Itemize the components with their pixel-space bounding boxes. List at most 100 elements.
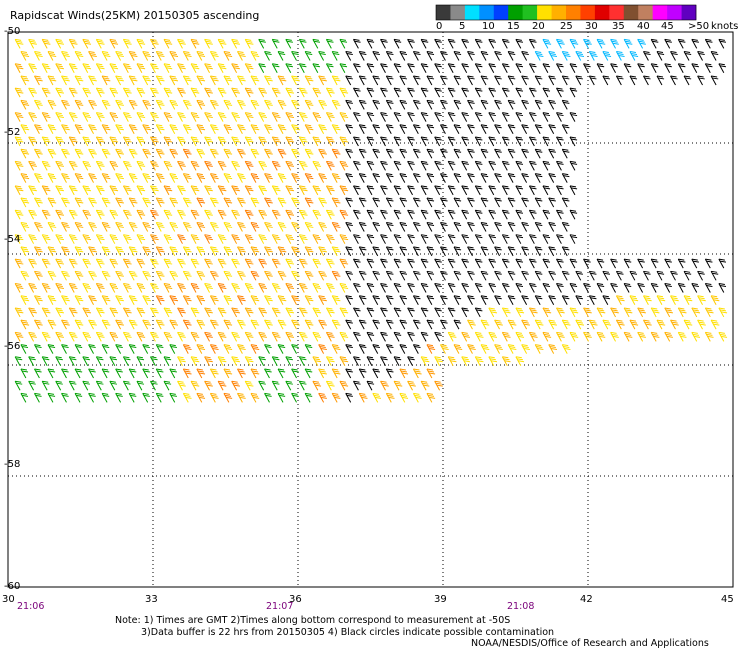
- barb-staff: [718, 39, 725, 49]
- barb-feather: [515, 87, 522, 90]
- wind-barb: [588, 270, 597, 281]
- wind-barb: [683, 270, 692, 281]
- wind-barb: [480, 75, 489, 86]
- barb-feather: [400, 175, 408, 178]
- barb-feather: [576, 77, 583, 80]
- barb-feather: [279, 175, 286, 178]
- barb-feather: [50, 79, 57, 82]
- barb-feather: [197, 175, 205, 178]
- barb-feather: [584, 65, 591, 68]
- barb-feather: [637, 38, 644, 41]
- wind-barb: [223, 197, 233, 208]
- barb-staff: [372, 51, 379, 61]
- barb-feather: [136, 63, 144, 66]
- barb-staff: [494, 222, 500, 232]
- wind-barb: [223, 319, 233, 330]
- barb-feather: [719, 40, 727, 43]
- barb-feather: [266, 79, 273, 82]
- barb-feather: [421, 185, 428, 188]
- barb-staff: [420, 87, 427, 98]
- wind-barb: [223, 51, 233, 61]
- barb-feather: [529, 38, 536, 41]
- barb-feather: [23, 250, 30, 253]
- barb-staff: [569, 136, 576, 147]
- barb-feather: [299, 63, 306, 66]
- wind-barb: [196, 270, 206, 281]
- barb-staff: [366, 112, 373, 122]
- wind-barb: [339, 185, 349, 196]
- barb-staff: [291, 51, 297, 61]
- barb-feather: [393, 63, 401, 66]
- barb-feather: [89, 175, 96, 178]
- barb-feather: [220, 262, 227, 265]
- barb-feather: [103, 223, 110, 226]
- wind-barb: [88, 51, 97, 61]
- barb-feather: [468, 150, 475, 153]
- wind-barb: [393, 185, 402, 196]
- wind-barb: [74, 319, 84, 330]
- barb-feather: [123, 87, 130, 90]
- barb-feather: [340, 89, 348, 92]
- wind-barb: [453, 124, 462, 135]
- barb-feather: [272, 234, 279, 237]
- wind-barb: [561, 246, 570, 257]
- barb-feather: [489, 162, 496, 165]
- barb-feather: [536, 77, 543, 80]
- wind-barb: [515, 258, 524, 269]
- barb-feather: [480, 99, 488, 102]
- barb-feather: [136, 258, 144, 261]
- wind-barb: [61, 295, 70, 305]
- barb-feather: [157, 223, 164, 226]
- barb-feather: [124, 187, 131, 190]
- barb-staff: [588, 75, 595, 86]
- barb-feather: [151, 187, 158, 190]
- barb-staff: [488, 63, 495, 73]
- wind-barb: [358, 270, 367, 281]
- wind-barb: [656, 51, 665, 61]
- wind-barb: [109, 63, 119, 73]
- barb-feather: [144, 128, 151, 131]
- barb-feather: [171, 55, 179, 57]
- wind-barb: [677, 38, 686, 49]
- barb-feather: [185, 177, 192, 180]
- wind-barb: [588, 51, 598, 61]
- barb-feather: [83, 114, 90, 117]
- wind-barb: [515, 209, 524, 220]
- barb-feather: [192, 65, 199, 68]
- wind-barb: [55, 136, 64, 147]
- wind-barb: [304, 124, 314, 135]
- barb-staff: [542, 258, 549, 269]
- barb-feather: [333, 223, 340, 226]
- wind-barb: [244, 160, 254, 171]
- wind-barb: [304, 246, 314, 257]
- barb-feather: [515, 63, 522, 66]
- barb-feather: [55, 87, 62, 90]
- barb-feather: [258, 38, 265, 41]
- barb-feather: [116, 150, 123, 153]
- barb-staff: [588, 271, 595, 281]
- wind-barb: [331, 221, 341, 232]
- barb-feather: [366, 63, 374, 66]
- wind-barb: [74, 51, 84, 61]
- barb-feather: [548, 148, 555, 151]
- barb-feather: [692, 65, 699, 68]
- barb-feather: [272, 63, 279, 66]
- wind-barb: [480, 221, 489, 232]
- wind-barb: [217, 112, 227, 122]
- barb-feather: [489, 211, 496, 214]
- barb-feather: [28, 234, 35, 237]
- barb-feather: [529, 136, 536, 139]
- barb-feather: [47, 148, 55, 151]
- wind-barb: [88, 148, 97, 159]
- barb-staff: [412, 173, 419, 183]
- wind-barb: [223, 148, 233, 159]
- barb-feather: [171, 201, 179, 204]
- barb-feather: [354, 138, 361, 141]
- barb-feather: [313, 40, 321, 43]
- barb-feather: [156, 99, 163, 102]
- barb-feather: [260, 189, 267, 192]
- barb-feather: [23, 79, 30, 82]
- barb-feather: [238, 248, 245, 251]
- barb-feather: [535, 99, 542, 102]
- barb-feather: [292, 175, 299, 178]
